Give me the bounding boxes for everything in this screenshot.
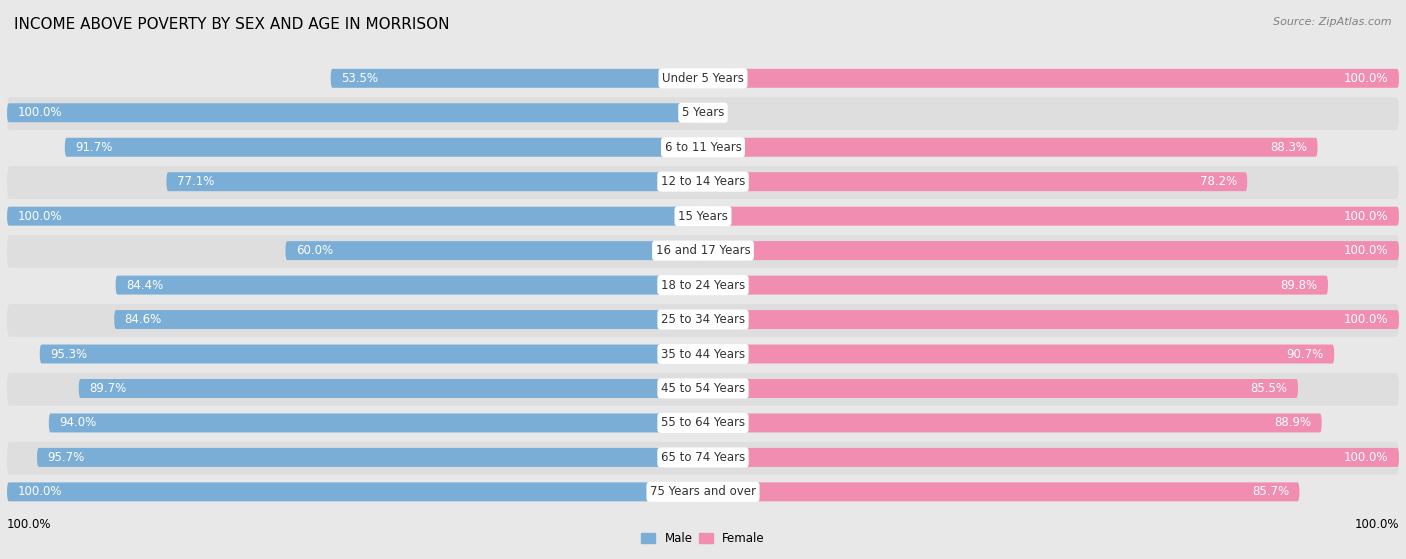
Text: 84.4%: 84.4% [127, 278, 163, 292]
Text: 94.0%: 94.0% [59, 416, 97, 429]
FancyBboxPatch shape [7, 408, 1399, 440]
Text: 100.0%: 100.0% [1354, 518, 1399, 530]
FancyBboxPatch shape [79, 379, 703, 398]
Text: Source: ZipAtlas.com: Source: ZipAtlas.com [1274, 17, 1392, 27]
Text: 100.0%: 100.0% [17, 485, 62, 499]
Text: 89.8%: 89.8% [1281, 278, 1317, 292]
FancyBboxPatch shape [7, 476, 1399, 509]
Text: 77.1%: 77.1% [177, 175, 214, 188]
FancyBboxPatch shape [7, 442, 1399, 475]
FancyBboxPatch shape [7, 63, 1399, 96]
Text: 88.3%: 88.3% [1270, 141, 1308, 154]
Text: 12 to 14 Years: 12 to 14 Years [661, 175, 745, 188]
FancyBboxPatch shape [114, 310, 703, 329]
FancyBboxPatch shape [7, 201, 1399, 234]
Text: 84.6%: 84.6% [125, 313, 162, 326]
FancyBboxPatch shape [703, 482, 1299, 501]
Text: 60.0%: 60.0% [295, 244, 333, 257]
FancyBboxPatch shape [703, 379, 1298, 398]
FancyBboxPatch shape [703, 310, 1399, 329]
FancyBboxPatch shape [7, 166, 1399, 199]
FancyBboxPatch shape [7, 103, 703, 122]
FancyBboxPatch shape [703, 344, 1334, 363]
FancyBboxPatch shape [703, 276, 1329, 295]
Text: 100.0%: 100.0% [1344, 451, 1389, 464]
Text: 55 to 64 Years: 55 to 64 Years [661, 416, 745, 429]
Text: 16 and 17 Years: 16 and 17 Years [655, 244, 751, 257]
Text: 15 Years: 15 Years [678, 210, 728, 222]
Text: 100.0%: 100.0% [1344, 210, 1389, 222]
Text: 85.7%: 85.7% [1251, 485, 1289, 499]
FancyBboxPatch shape [7, 304, 1399, 337]
FancyBboxPatch shape [39, 344, 703, 363]
Text: 18 to 24 Years: 18 to 24 Years [661, 278, 745, 292]
Text: 45 to 54 Years: 45 to 54 Years [661, 382, 745, 395]
FancyBboxPatch shape [703, 448, 1399, 467]
Text: 5 Years: 5 Years [682, 106, 724, 119]
FancyBboxPatch shape [7, 132, 1399, 164]
FancyBboxPatch shape [703, 138, 1317, 157]
Text: 78.2%: 78.2% [1199, 175, 1237, 188]
Text: 25 to 34 Years: 25 to 34 Years [661, 313, 745, 326]
Text: 95.7%: 95.7% [48, 451, 84, 464]
FancyBboxPatch shape [7, 373, 1399, 406]
Text: 100.0%: 100.0% [1344, 72, 1389, 85]
FancyBboxPatch shape [703, 207, 1399, 226]
FancyBboxPatch shape [7, 482, 703, 501]
FancyBboxPatch shape [7, 207, 703, 226]
Text: 100.0%: 100.0% [17, 106, 62, 119]
Text: 90.7%: 90.7% [1286, 348, 1324, 361]
FancyBboxPatch shape [65, 138, 703, 157]
Text: 100.0%: 100.0% [17, 210, 62, 222]
FancyBboxPatch shape [330, 69, 703, 88]
FancyBboxPatch shape [166, 172, 703, 191]
Text: 85.5%: 85.5% [1250, 382, 1288, 395]
Text: 88.9%: 88.9% [1274, 416, 1312, 429]
FancyBboxPatch shape [49, 414, 703, 433]
FancyBboxPatch shape [37, 448, 703, 467]
FancyBboxPatch shape [7, 97, 1399, 130]
Text: 35 to 44 Years: 35 to 44 Years [661, 348, 745, 361]
FancyBboxPatch shape [7, 269, 1399, 302]
Legend: Male, Female: Male, Female [637, 527, 769, 549]
FancyBboxPatch shape [703, 69, 1399, 88]
Text: 6 to 11 Years: 6 to 11 Years [665, 141, 741, 154]
FancyBboxPatch shape [285, 241, 703, 260]
Text: 100.0%: 100.0% [7, 518, 52, 530]
Text: Under 5 Years: Under 5 Years [662, 72, 744, 85]
Text: 65 to 74 Years: 65 to 74 Years [661, 451, 745, 464]
FancyBboxPatch shape [703, 414, 1322, 433]
Text: 75 Years and over: 75 Years and over [650, 485, 756, 499]
Text: 100.0%: 100.0% [1344, 244, 1389, 257]
FancyBboxPatch shape [703, 172, 1247, 191]
Text: 100.0%: 100.0% [1344, 313, 1389, 326]
Text: INCOME ABOVE POVERTY BY SEX AND AGE IN MORRISON: INCOME ABOVE POVERTY BY SEX AND AGE IN M… [14, 17, 450, 32]
Text: 89.7%: 89.7% [89, 382, 127, 395]
FancyBboxPatch shape [703, 241, 1399, 260]
Text: 91.7%: 91.7% [76, 141, 112, 154]
Text: 95.3%: 95.3% [51, 348, 87, 361]
FancyBboxPatch shape [115, 276, 703, 295]
Text: 53.5%: 53.5% [342, 72, 378, 85]
FancyBboxPatch shape [7, 339, 1399, 371]
FancyBboxPatch shape [7, 235, 1399, 268]
